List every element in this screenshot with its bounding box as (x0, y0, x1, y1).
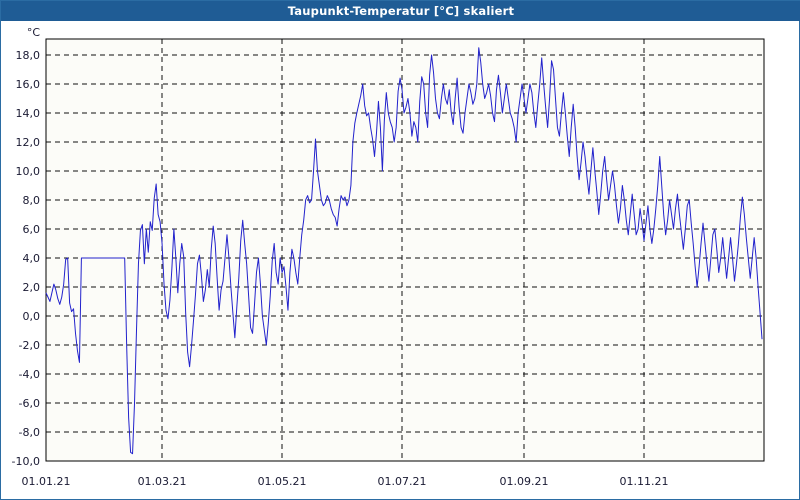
chart-area: -10,0 -8,0 -6,0 -4,0 -2,0 0,0 2,0 4,0 6,0 8,0 10,0… (1, 22, 799, 499)
x-tick-label: 01.05.21 (258, 475, 307, 488)
y-tick-label: -4,0 (19, 368, 40, 381)
y-axis-unit-label: °C (27, 26, 41, 39)
x-tick-label: 01.03.21 (138, 475, 187, 488)
y-tick-label: 16,0 (16, 78, 41, 91)
x-tick-label: 01.09.21 (500, 475, 549, 488)
y-tick-label: -2,0 (19, 339, 40, 352)
y-tick-label: -10,0 (12, 455, 40, 468)
y-tick-label: 18,0 (16, 49, 41, 62)
data-series-line (45, 47, 763, 455)
x-axis-tick-labels: 01.01.21 01.03.21 01.05.21 01.07.21 01.09.21… (22, 475, 669, 488)
y-tick-label: -8,0 (19, 426, 40, 439)
dew-point-line-chart: -10,0 -8,0 -6,0 -4,0 -2,0 0,0 2,0 4,0 6,0 8,0 10,0… (12, 26, 765, 488)
y-tick-label: 8,0 (23, 194, 41, 207)
x-tick-label: 01.01.21 (22, 475, 71, 488)
y-axis-tick-labels: -10,0 -8,0 -6,0 -4,0 -2,0 0,0 2,0 4,0 6,0 8,0 10,0… (12, 49, 40, 468)
y-tick-label: -6,0 (19, 397, 40, 410)
page-title: Taupunkt-Temperatur [°C] skaliert (287, 4, 515, 18)
y-tick-label: 0,0 (23, 310, 41, 323)
plot-background (46, 39, 764, 461)
x-tick-label: 01.07.21 (378, 475, 427, 488)
plot-frame (45, 38, 765, 462)
window-title-bar: Taupunkt-Temperatur [°C] skaliert (1, 1, 800, 21)
y-tick-label: 6,0 (23, 223, 41, 236)
unit-label: °C (27, 26, 41, 39)
y-tick-label: 4,0 (23, 252, 41, 265)
y-tick-label: 2,0 (23, 281, 41, 294)
y-tick-label: 10,0 (16, 165, 41, 178)
y-tick-label: 14,0 (16, 107, 41, 120)
x-tick-label: 01.11.21 (620, 475, 669, 488)
y-tick-label: 12,0 (16, 136, 41, 149)
